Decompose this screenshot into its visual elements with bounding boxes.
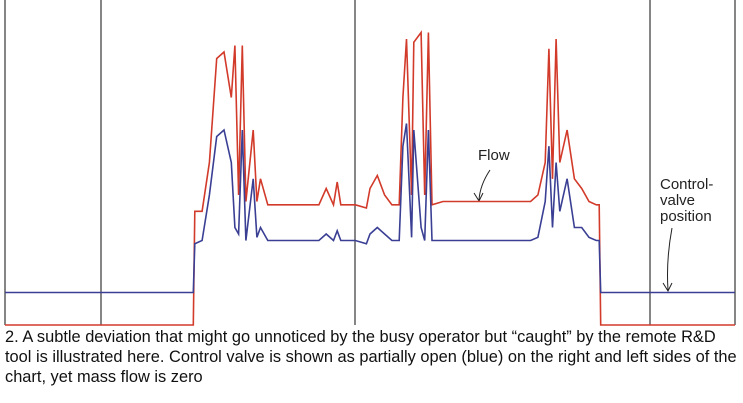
valve-label: Control-valve position	[660, 176, 714, 225]
arrow	[667, 227, 673, 291]
series-line	[5, 123, 735, 294]
series-line	[5, 30, 735, 326]
arrow-head	[662, 282, 673, 293]
caption: 2. A subtle deviation that might go unno…	[5, 328, 737, 386]
flow-label: Flow	[478, 147, 510, 164]
arrow	[478, 169, 491, 201]
frame	[4, 0, 736, 325]
arrow-head	[473, 192, 484, 203]
chart	[4, 0, 736, 326]
arrows	[473, 169, 673, 293]
